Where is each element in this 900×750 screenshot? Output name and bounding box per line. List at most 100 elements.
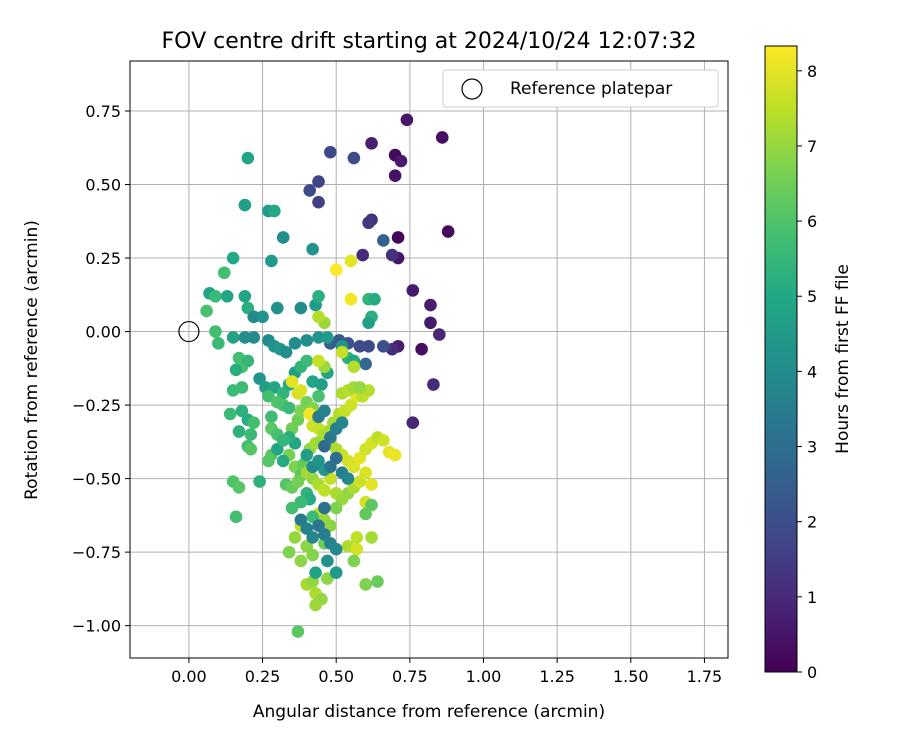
- data-point: [350, 542, 364, 556]
- data-point: [294, 301, 308, 315]
- data-point: [400, 113, 414, 127]
- data-point: [312, 310, 325, 324]
- data-point: [262, 454, 275, 468]
- data-point: [270, 301, 284, 315]
- data-point: [306, 531, 319, 544]
- legend: Reference platepar: [442, 69, 719, 108]
- colorbar-tick-label: 0: [807, 663, 817, 682]
- data-point: [209, 289, 222, 303]
- data-point: [276, 434, 290, 447]
- data-point: [241, 301, 255, 315]
- legend-marker-icon: [461, 78, 483, 100]
- data-point: [294, 513, 308, 527]
- colorbar-tick-label: 1: [807, 588, 817, 607]
- colorbar-gradient: [764, 45, 798, 673]
- data-point: [306, 242, 319, 256]
- data-point: [232, 481, 246, 494]
- data-point: [226, 251, 240, 265]
- data-point: [433, 328, 446, 341]
- colorbar-ticks: 0 1 2 3 4 5 6 7 8: [797, 62, 817, 682]
- data-point: [385, 248, 399, 262]
- data-point: [391, 231, 405, 244]
- data-point: [200, 304, 213, 318]
- colorbar-tick-label: 4: [807, 362, 817, 381]
- colorbar-tick-label: 7: [807, 137, 817, 156]
- data-point: [268, 204, 281, 218]
- data-point: [353, 451, 367, 465]
- data-point: [300, 354, 314, 368]
- data-point: [344, 398, 358, 412]
- data-point: [377, 234, 390, 247]
- data-point: [318, 501, 331, 515]
- data-point: [262, 389, 275, 403]
- data-point: [359, 507, 372, 521]
- data-point: [353, 339, 367, 353]
- x-tick-label: 1.00: [466, 667, 502, 686]
- data-point: [220, 289, 234, 303]
- data-point: [388, 169, 402, 182]
- data-point: [229, 510, 243, 524]
- data-point: [353, 381, 367, 394]
- x-tick-label: 0.50: [318, 667, 354, 686]
- data-point: [344, 292, 358, 306]
- data-point: [294, 495, 308, 509]
- data-point: [321, 331, 334, 344]
- data-point: [377, 434, 390, 447]
- data-point: [315, 378, 328, 391]
- grid: [130, 61, 728, 658]
- data-point: [226, 331, 240, 344]
- data-point: [324, 519, 337, 532]
- x-tick-label: 1.75: [687, 667, 723, 686]
- data-point: [276, 231, 290, 244]
- y-tick-label: −0.25: [72, 396, 121, 415]
- data-point: [282, 545, 296, 559]
- y-axis-ticks: 0.75 0.50 0.25 0.00 −0.25 −0.50 −0.75 −1.00: [72, 102, 130, 636]
- data-point: [341, 472, 355, 485]
- data-point: [324, 472, 337, 485]
- data-point: [300, 539, 314, 553]
- colorbar-tick-label: 3: [807, 438, 817, 457]
- data-point: [347, 151, 361, 165]
- y-tick-label: −0.75: [72, 543, 121, 562]
- data-point: [324, 431, 337, 444]
- data-point: [324, 460, 337, 474]
- data-point: [329, 501, 343, 515]
- data-point: [294, 554, 308, 568]
- data-point: [371, 575, 384, 588]
- data-point: [362, 316, 375, 330]
- data-point: [300, 522, 314, 535]
- data-point: [365, 498, 378, 512]
- data-point: [291, 625, 305, 638]
- data-point: [329, 566, 343, 580]
- x-tick-label: 1.25: [539, 667, 575, 686]
- data-point: [356, 248, 370, 262]
- data-point: [353, 475, 367, 488]
- x-tick-label: 1.50: [613, 667, 649, 686]
- plot-frame: [129, 60, 729, 659]
- data-point: [306, 548, 319, 562]
- data-point: [424, 316, 437, 330]
- data-points: [178, 113, 455, 638]
- data-point: [270, 442, 284, 456]
- data-point: [359, 578, 372, 591]
- data-point: [209, 325, 222, 338]
- data-point: [288, 337, 302, 350]
- data-point: [217, 266, 231, 280]
- data-point: [256, 310, 269, 324]
- y-tick-label: 0.25: [85, 249, 121, 268]
- data-point: [427, 378, 440, 391]
- data-point: [365, 478, 378, 491]
- colorbar-tick-label: 6: [807, 212, 817, 231]
- data-point: [377, 339, 390, 353]
- colorbar: 0 1 2 3 4 5 6 7 8 Hours from first FF file: [764, 45, 853, 682]
- data-point: [279, 345, 293, 359]
- data-point: [265, 410, 278, 424]
- reference-platepar-point: [178, 320, 200, 343]
- y-tick-label: −0.50: [72, 470, 121, 489]
- data-point: [282, 401, 296, 415]
- data-point: [276, 454, 290, 468]
- data-point: [244, 428, 258, 441]
- data-point: [247, 331, 261, 344]
- data-point: [303, 184, 316, 197]
- data-point: [321, 572, 334, 585]
